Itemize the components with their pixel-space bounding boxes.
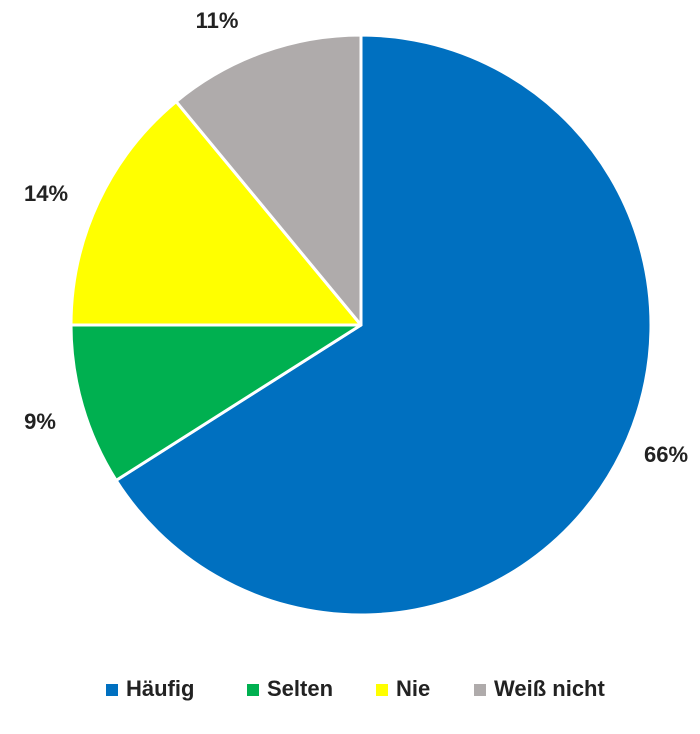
pie-slice-selten xyxy=(69,323,363,482)
legend-item-selten: Selten xyxy=(247,676,333,701)
legend-label: Häufig xyxy=(126,676,194,701)
legend-item-weiß-nicht: Weiß nicht xyxy=(474,676,605,701)
legend-item-nie: Nie xyxy=(376,676,430,701)
legend-swatch xyxy=(106,684,118,696)
data-label-häufig: 66% xyxy=(644,442,688,467)
pie-slice-häufig xyxy=(114,33,653,617)
legend-swatch xyxy=(474,684,486,696)
pie-slice-nie xyxy=(69,100,363,327)
slice-labels: 66% 9% 14% 11% xyxy=(24,8,688,467)
legend-label: Nie xyxy=(396,676,430,701)
legend-swatch xyxy=(247,684,259,696)
data-label-selten: 9% xyxy=(24,409,56,434)
legend-label: Selten xyxy=(267,676,333,701)
legend-item-häufig: Häufig xyxy=(106,676,194,701)
pie-slice-weiß-nicht xyxy=(174,33,363,327)
legend-label: Weiß nicht xyxy=(494,676,605,701)
data-label-nie: 14% xyxy=(24,181,68,206)
legend: Häufig Selten Nie Weiß nicht xyxy=(106,676,605,701)
data-label-weiß-nicht: 11% xyxy=(196,8,239,33)
legend-swatch xyxy=(376,684,388,696)
pie-slices xyxy=(69,33,653,617)
